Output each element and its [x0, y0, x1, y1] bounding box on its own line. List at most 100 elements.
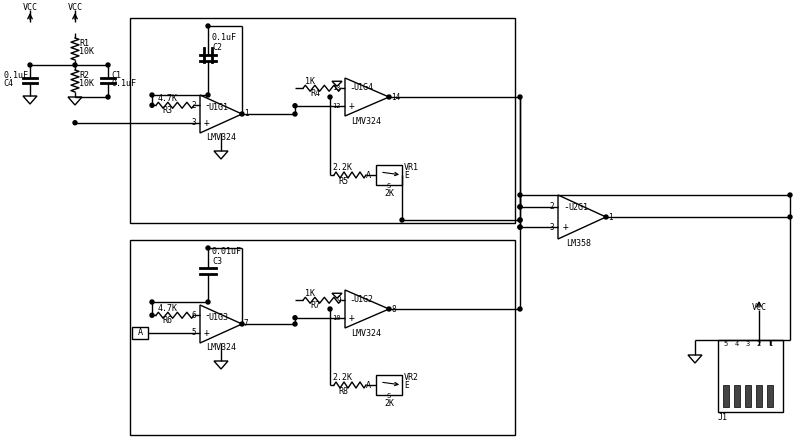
Text: 5: 5: [724, 341, 728, 347]
Text: VR2: VR2: [404, 373, 419, 381]
Circle shape: [518, 225, 522, 229]
Text: VR1: VR1: [404, 162, 419, 172]
Text: 4: 4: [735, 341, 739, 347]
Text: LMV324: LMV324: [351, 329, 381, 337]
Polygon shape: [200, 305, 242, 343]
Circle shape: [387, 95, 391, 99]
Circle shape: [106, 63, 110, 67]
Text: R6: R6: [162, 316, 172, 325]
Text: A: A: [366, 171, 370, 179]
Circle shape: [328, 307, 332, 311]
Circle shape: [150, 313, 154, 317]
Text: 1: 1: [608, 213, 613, 221]
Circle shape: [518, 307, 522, 311]
Circle shape: [604, 215, 608, 219]
Text: U1G4: U1G4: [353, 83, 373, 93]
Circle shape: [73, 63, 77, 67]
Circle shape: [293, 112, 297, 116]
Circle shape: [206, 24, 210, 28]
Text: VCC: VCC: [67, 4, 82, 12]
Circle shape: [518, 218, 522, 222]
Text: -: -: [204, 310, 210, 320]
Text: 3: 3: [191, 118, 196, 127]
Text: 1: 1: [768, 341, 772, 347]
Text: -: -: [349, 295, 355, 305]
Text: -: -: [563, 202, 569, 212]
Text: U1G3: U1G3: [208, 313, 228, 321]
Bar: [756, 385, 762, 407]
Text: R3: R3: [162, 106, 172, 115]
Circle shape: [150, 93, 154, 97]
Text: +: +: [563, 222, 569, 232]
Text: -: -: [349, 83, 355, 93]
Text: R7: R7: [310, 301, 320, 310]
Text: 2.2K: 2.2K: [332, 162, 352, 172]
Text: R2: R2: [79, 71, 89, 81]
Text: S: S: [387, 393, 391, 399]
Polygon shape: [200, 95, 242, 133]
Text: 10K: 10K: [79, 79, 94, 89]
Text: 10: 10: [333, 315, 341, 321]
Circle shape: [206, 93, 210, 97]
Bar: [718, 340, 783, 412]
Polygon shape: [345, 78, 389, 116]
Text: 1K: 1K: [305, 289, 315, 298]
Circle shape: [518, 205, 522, 209]
Text: 2.2K: 2.2K: [332, 373, 352, 381]
Bar: [767, 385, 773, 407]
Text: 2: 2: [191, 101, 196, 110]
Circle shape: [788, 193, 792, 197]
Bar: [376, 165, 402, 185]
Text: 2K: 2K: [384, 399, 394, 407]
Text: J1: J1: [718, 412, 728, 422]
Text: +: +: [204, 328, 210, 338]
Circle shape: [206, 300, 210, 304]
Text: VCC: VCC: [751, 303, 766, 313]
Text: S: S: [387, 183, 391, 189]
Circle shape: [293, 322, 297, 326]
Polygon shape: [558, 195, 606, 239]
Bar: [130, 240, 515, 435]
Text: LMV324: LMV324: [206, 134, 236, 142]
Text: 8: 8: [391, 304, 396, 314]
Text: LMV324: LMV324: [351, 116, 381, 126]
Text: 1: 1: [244, 109, 249, 119]
Text: 5: 5: [191, 328, 196, 337]
Circle shape: [518, 95, 522, 99]
Polygon shape: [345, 290, 389, 328]
Text: A: A: [138, 328, 142, 337]
Bar: [723, 385, 729, 407]
Text: 0.01uF: 0.01uF: [212, 247, 242, 255]
Circle shape: [518, 193, 522, 197]
Text: 2: 2: [757, 341, 761, 347]
Bar: [734, 385, 740, 407]
Text: R8: R8: [338, 386, 348, 396]
Circle shape: [106, 95, 110, 99]
Text: C3: C3: [212, 257, 222, 265]
Bar: [745, 385, 751, 407]
Text: 4.7K: 4.7K: [158, 304, 178, 313]
Bar: [132, 327, 148, 339]
Text: R1: R1: [79, 40, 89, 49]
Circle shape: [400, 218, 404, 222]
Text: E: E: [404, 171, 409, 179]
Text: 3: 3: [550, 223, 554, 232]
Text: C2: C2: [212, 44, 222, 52]
Text: +: +: [349, 101, 355, 111]
Circle shape: [240, 112, 244, 116]
Text: 0.1uF: 0.1uF: [3, 71, 28, 81]
Text: 12: 12: [333, 103, 341, 109]
Text: 4.7K: 4.7K: [158, 94, 178, 103]
Text: 9: 9: [336, 296, 341, 305]
Circle shape: [73, 121, 77, 125]
Circle shape: [328, 95, 332, 99]
Text: E: E: [404, 381, 409, 389]
Text: C4: C4: [3, 78, 13, 87]
Text: LMV324: LMV324: [206, 344, 236, 352]
Circle shape: [518, 225, 522, 229]
Text: 6: 6: [191, 311, 196, 320]
Circle shape: [240, 322, 244, 326]
Text: +: +: [349, 313, 355, 323]
Text: 0.1uF: 0.1uF: [212, 34, 237, 42]
Circle shape: [293, 316, 297, 320]
